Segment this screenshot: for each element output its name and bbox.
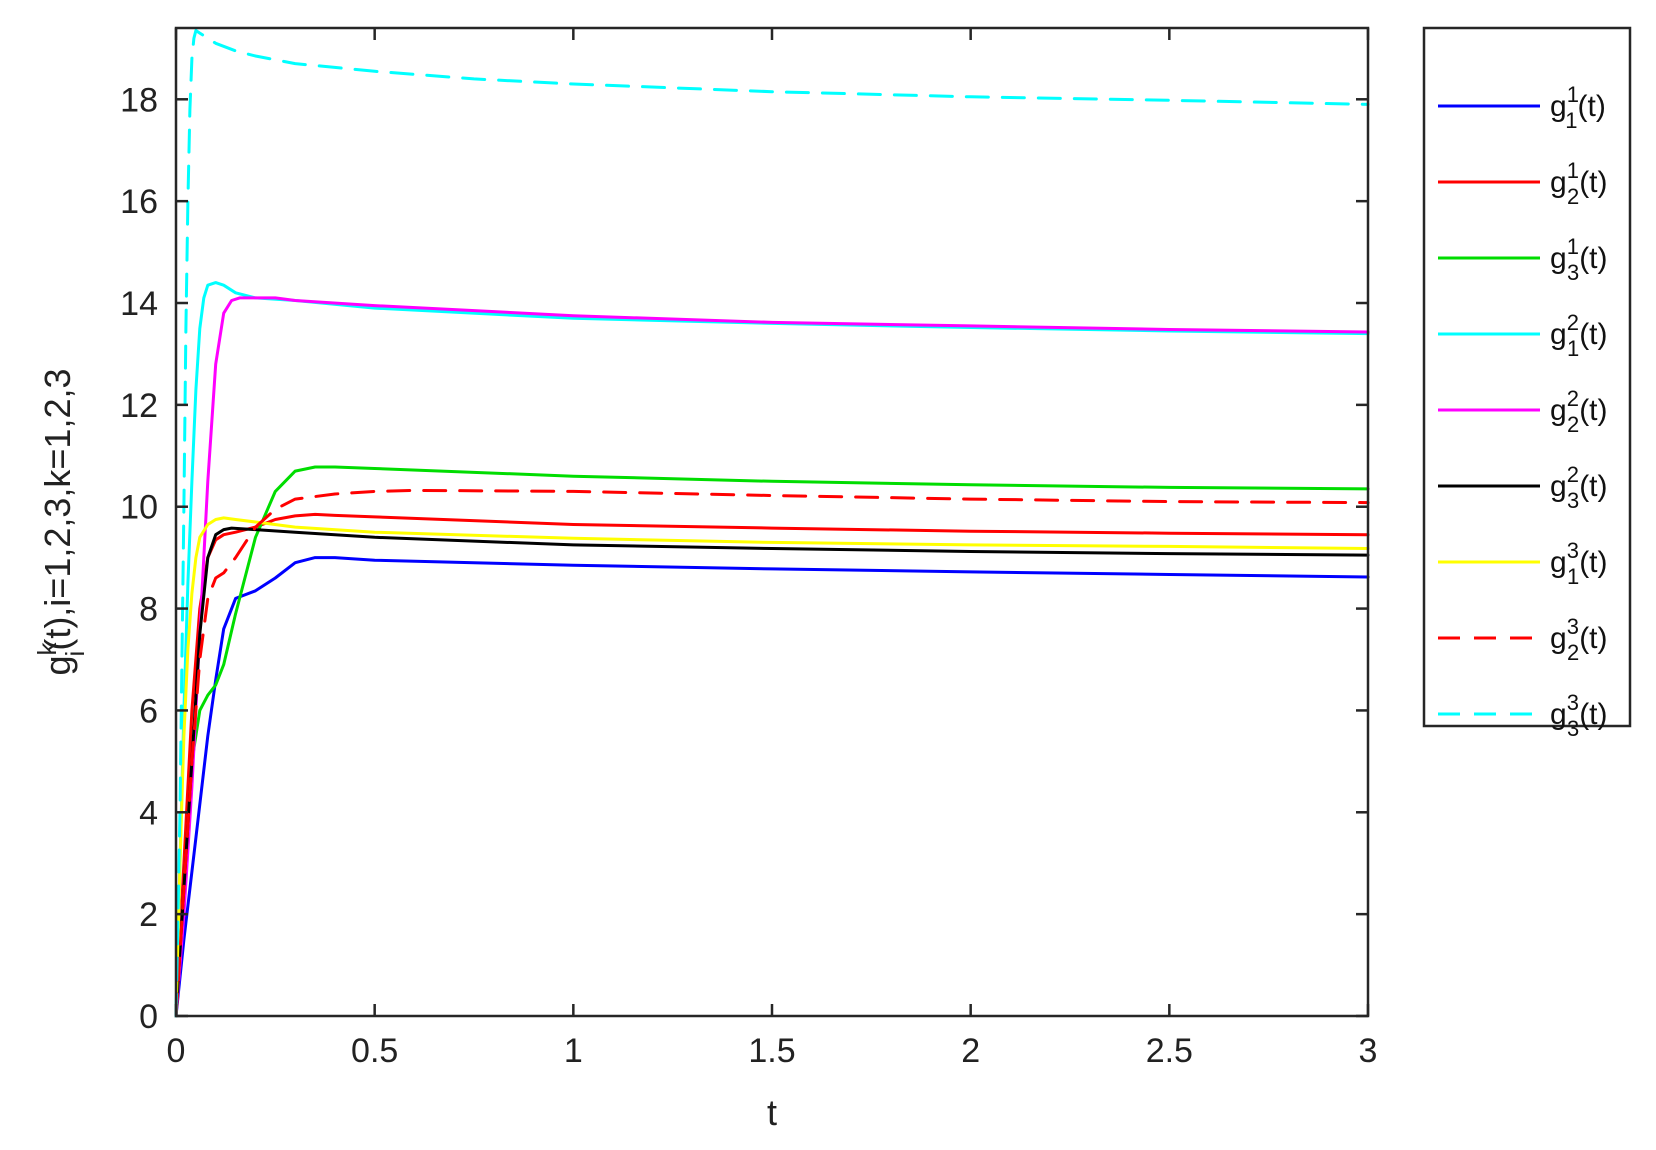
legend-label-base: g [1550, 394, 1567, 427]
legend-label-base: g [1550, 470, 1567, 503]
legend-label-sup: 3 [1567, 538, 1579, 563]
legend-label-g21: g1 2(t) [1550, 158, 1608, 209]
legend-label-base: g [1550, 166, 1567, 199]
legend-label-g23: g3 2(t) [1550, 614, 1608, 665]
legend-label-rest: (t) [1579, 242, 1607, 275]
y-axis-title-sub: i [60, 651, 90, 657]
y-axis-title-rest: (t),i=1,2,3,k=1,2,3 [37, 369, 78, 651]
legend-label-sup: 1 [1567, 82, 1579, 107]
legend-label-g22: g2 2(t) [1550, 386, 1608, 437]
legend-label-base: g [1550, 698, 1567, 731]
legend-label-sup: 1 [1567, 158, 1579, 183]
legend-label-rest: (t) [1579, 698, 1607, 731]
legend-label-sub: 1 [1565, 108, 1577, 133]
legend-label-rest: (t) [1579, 546, 1607, 579]
y-tick-label: 2 [139, 896, 158, 934]
x-tick-label: 1.5 [748, 1032, 795, 1070]
legend-label-g32: g2 3(t) [1550, 462, 1608, 513]
legend-label-sub: 2 [1567, 640, 1579, 665]
legend-label-sub: 2 [1567, 412, 1579, 437]
svg-text:gki(t),i=1,2,3,k=1,2,3: gki(t),i=1,2,3,k=1,2,3 [32, 369, 90, 676]
legend-label-g11: g1 1(t) [1550, 82, 1606, 133]
x-tick-label: 0.5 [351, 1032, 398, 1070]
y-tick-label: 8 [139, 591, 158, 629]
x-axis-title: t [767, 1092, 777, 1133]
legend-label-rest: (t) [1579, 166, 1607, 199]
y-tick-label: 14 [120, 285, 158, 323]
legend-label-sub: 3 [1567, 488, 1579, 513]
x-tick-label: 2.5 [1146, 1032, 1193, 1070]
y-tick-label: 4 [139, 794, 158, 832]
y-axis-title-base: g [37, 655, 78, 675]
series-line-g13 [174, 516, 1370, 1018]
legend-label-base: g [1550, 242, 1567, 275]
legend-label-rest: (t) [1579, 622, 1607, 655]
legend-label-sub: 1 [1567, 336, 1579, 361]
series-line-g32 [174, 526, 1370, 1018]
legend-label-rest: (t) [1579, 318, 1607, 351]
y-tick-label: 0 [139, 998, 158, 1036]
legend-box [1422, 26, 1632, 728]
legend-label-sup: 3 [1567, 614, 1579, 639]
y-tick-label: 12 [120, 387, 158, 425]
legend-label-sup: 2 [1567, 310, 1579, 335]
legend-label-rest: (t) [1579, 394, 1607, 427]
x-tick-label: 0 [167, 1032, 186, 1070]
y-tick-label: 16 [120, 183, 158, 221]
legend-label-sup: 2 [1567, 462, 1579, 487]
x-tick-label: 2 [961, 1032, 980, 1070]
legend-label-sub: 2 [1567, 184, 1579, 209]
x-axis: 0 0.5 1 1.5 2 2.5 3 [167, 28, 1378, 1070]
series-line-g11 [174, 556, 1370, 1018]
y-axis: 0 2 4 6 8 10 12 14 16 18 [120, 81, 1368, 1036]
plot-series-group [174, 29, 1370, 1018]
legend-label-base: g [1550, 546, 1567, 579]
legend: g1 1(t)g1 2(t)g1 3(t)g2 1(t)g2 2(t)g2 3(t)g3 1(… [1422, 26, 1632, 741]
legend-label-sub: 1 [1567, 564, 1579, 589]
legend-label-rest: (t) [1579, 470, 1607, 503]
legend-label-rest: (t) [1578, 90, 1606, 123]
x-tick-label: 1 [564, 1032, 583, 1070]
legend-label-base: g [1550, 622, 1567, 655]
series-line-g31 [174, 465, 1370, 1018]
x-tick-label: 3 [1359, 1032, 1378, 1070]
legend-label-base: g [1550, 90, 1567, 123]
y-tick-label: 6 [139, 692, 158, 730]
legend-label-g31: g1 3(t) [1550, 234, 1608, 285]
y-tick-label: 10 [120, 489, 158, 527]
y-axis-title: gki(t),i=1,2,3,k=1,2,3 [32, 369, 90, 676]
legend-label-g13: g3 1(t) [1550, 538, 1608, 589]
legend-label-sup: 2 [1567, 386, 1579, 411]
legend-label-g12: g2 1(t) [1550, 310, 1608, 361]
legend-label-sub: 3 [1567, 260, 1579, 285]
legend-label-sup: 3 [1567, 690, 1579, 715]
legend-label-base: g [1550, 318, 1567, 351]
legend-label-sub: 3 [1567, 716, 1579, 741]
y-axis-title-sup: k [32, 641, 62, 655]
legend-label-g33: g3 3(t) [1550, 690, 1608, 741]
y-tick-label: 18 [120, 81, 158, 119]
legend-label-sup: 1 [1567, 234, 1579, 259]
